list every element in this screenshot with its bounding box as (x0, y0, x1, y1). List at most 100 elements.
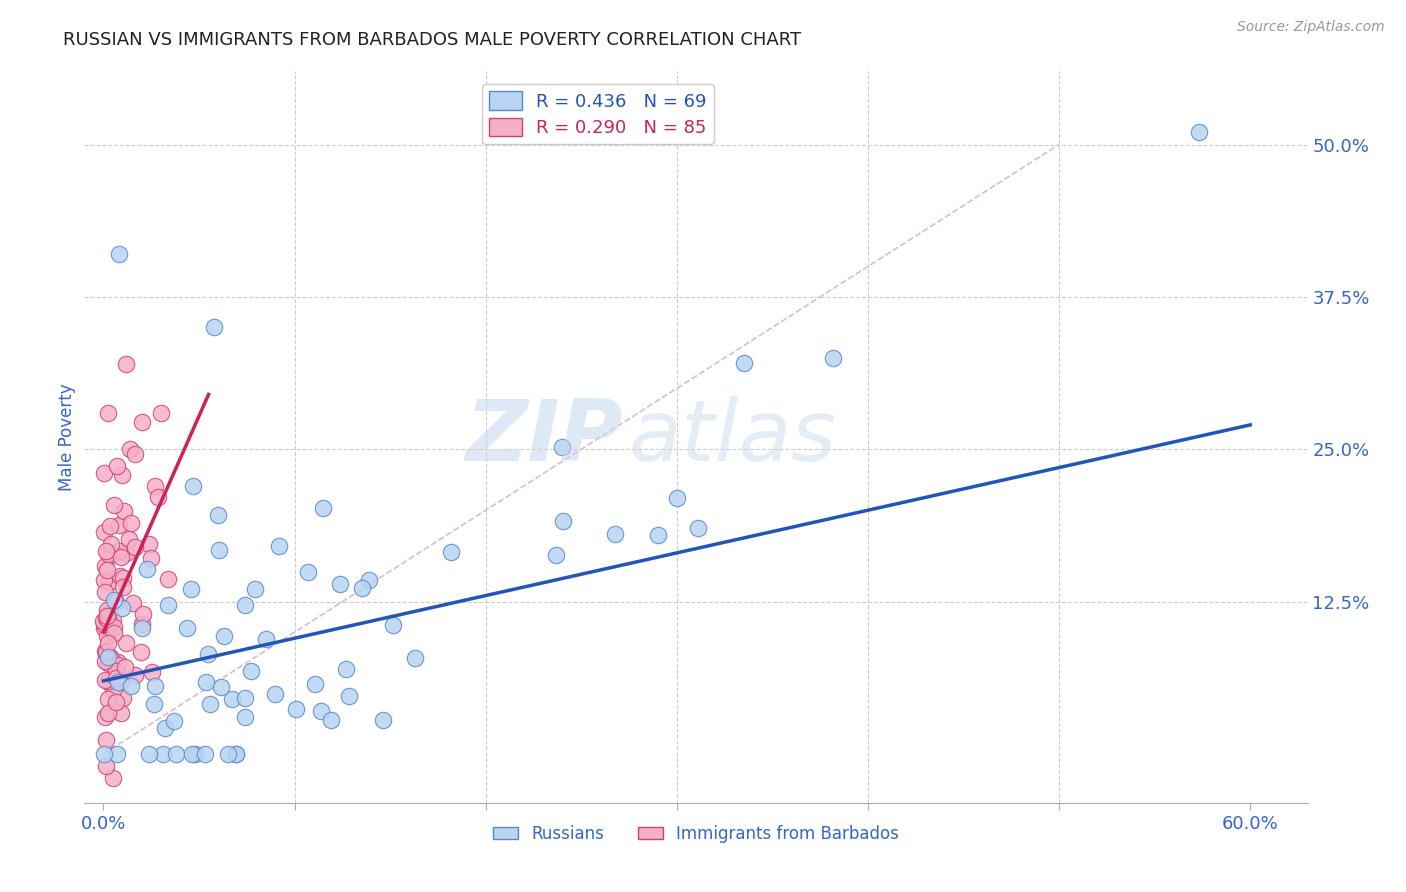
Point (93, 558, 115, 573)
Point (139, 551, 162, 566)
Point (131, 617, 153, 632)
Point (181, 479, 204, 493)
Point (118, 532, 141, 546)
Point (93, 622, 115, 636)
Point (98, 607, 121, 621)
Point (233, 690, 256, 705)
Point (97, 657, 120, 671)
Point (97, 648, 120, 663)
Text: atlas: atlas (628, 395, 837, 479)
Point (93, 466, 115, 480)
Point (176, 621, 198, 635)
Point (688, 521, 710, 535)
Point (122, 596, 145, 610)
Point (94, 759, 117, 773)
Point (93, 614, 115, 628)
Point (245, 582, 267, 597)
Point (111, 600, 134, 615)
Point (733, 356, 755, 370)
Point (404, 651, 426, 665)
Point (98, 674, 121, 689)
Point (101, 614, 124, 628)
Point (212, 628, 235, 642)
Point (194, 675, 217, 690)
Point (94, 610, 117, 624)
Point (254, 632, 277, 646)
Point (120, 442, 142, 457)
Point (97, 673, 120, 688)
Point (110, 706, 132, 721)
Point (148, 491, 170, 505)
Point (152, 747, 174, 761)
Point (101, 772, 124, 786)
Point (165, 747, 187, 761)
Point (111, 468, 134, 483)
Point (97, 547, 120, 561)
Point (107, 247, 129, 261)
Point (267, 540, 290, 554)
Point (665, 491, 688, 505)
Point (93, 710, 115, 724)
Point (103, 626, 125, 640)
Point (97, 692, 120, 706)
Point (131, 621, 153, 635)
Point (105, 747, 128, 761)
Point (217, 747, 239, 761)
Point (97, 649, 120, 664)
Point (312, 500, 335, 515)
Point (93, 655, 115, 669)
Point (114, 504, 136, 518)
Point (98, 649, 121, 664)
Point (207, 508, 229, 523)
Point (138, 747, 160, 761)
Point (107, 656, 129, 670)
Point (97, 706, 120, 720)
Point (115, 636, 138, 650)
Point (114, 660, 136, 674)
Point (120, 679, 142, 693)
Point (124, 668, 146, 682)
Point (108, 568, 131, 582)
Point (103, 620, 125, 634)
Point (209, 680, 232, 694)
Point (94, 645, 117, 659)
Text: Source: ZipAtlas.com: Source: ZipAtlas.com (1237, 20, 1385, 34)
Point (94, 643, 117, 657)
Point (93, 573, 115, 587)
Point (198, 698, 221, 712)
Point (112, 691, 135, 706)
Point (100, 519, 122, 533)
Point (197, 647, 219, 661)
Point (138, 537, 160, 551)
Point (110, 549, 132, 564)
Point (440, 544, 463, 558)
Point (105, 595, 128, 609)
Point (100, 651, 122, 665)
Point (381, 618, 404, 632)
Point (157, 598, 180, 612)
Point (309, 704, 332, 718)
Point (96, 563, 118, 577)
Point (111, 571, 134, 585)
Point (143, 679, 166, 693)
Point (110, 675, 132, 690)
Point (821, 351, 844, 365)
Point (225, 747, 247, 761)
Point (284, 702, 307, 716)
Point (103, 498, 125, 512)
Point (111, 580, 134, 594)
Text: RUSSIAN VS IMMIGRANTS FROM BARBADOS MALE POVERTY CORRELATION CHART: RUSSIAN VS IMMIGRANTS FROM BARBADOS MALE… (63, 31, 801, 49)
Point (96, 609, 118, 624)
Point (225, 747, 247, 761)
Point (107, 674, 129, 689)
Point (156, 572, 179, 586)
Point (321, 713, 343, 727)
Point (124, 447, 146, 461)
Point (551, 441, 574, 455)
Point (335, 662, 357, 676)
Point (93, 585, 115, 599)
Point (124, 540, 146, 554)
Point (141, 665, 163, 679)
Point (97, 613, 120, 627)
Point (194, 747, 217, 761)
